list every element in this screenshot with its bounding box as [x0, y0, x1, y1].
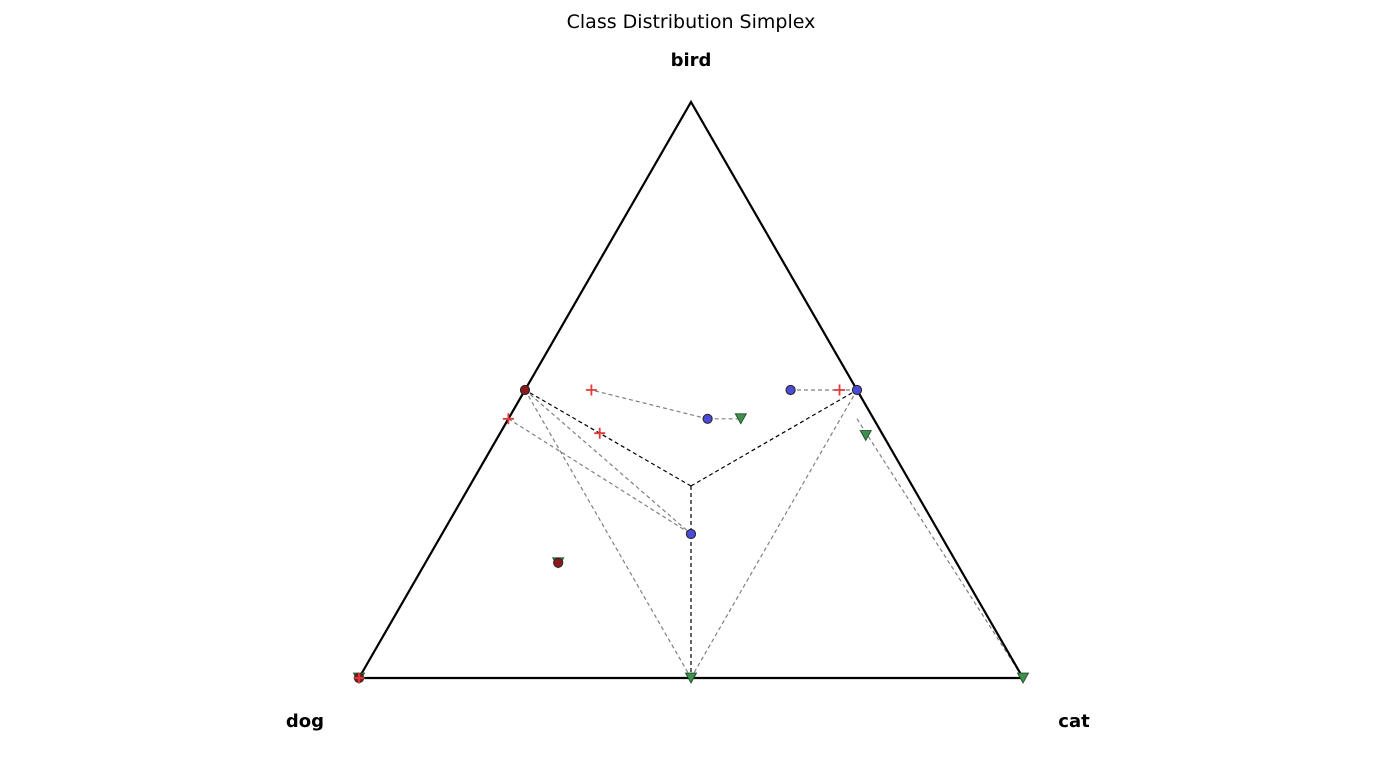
- circle-marker: [851, 384, 863, 396]
- connector-lines: [508, 389, 1024, 679]
- plus-marker: [502, 413, 514, 425]
- connector-line: [524, 389, 692, 679]
- triangle-marker: [1016, 672, 1030, 684]
- circle-marker: [685, 528, 697, 540]
- data-points: [352, 384, 1030, 684]
- vertex-label-dog: dog: [286, 711, 324, 732]
- connector-line: [690, 389, 858, 679]
- chart-title: Class Distribution Simplex: [567, 11, 816, 33]
- circle-marker: [785, 384, 796, 396]
- plus-marker: [834, 384, 846, 396]
- triangle-marker: [684, 672, 698, 684]
- boundary-line: [524, 389, 692, 487]
- triangle-marker: [734, 413, 748, 425]
- connector-line: [856, 418, 1024, 679]
- connector-line: [591, 389, 708, 420]
- plus-marker: [594, 427, 606, 439]
- circle-marker: [702, 413, 713, 424]
- vertex-label-cat: cat: [1058, 711, 1090, 732]
- circle-marker: [553, 557, 564, 568]
- decision-boundaries: [524, 389, 858, 678]
- vertex-label-bird: bird: [671, 50, 712, 71]
- plus-marker: [353, 672, 365, 684]
- circle-marker: [519, 384, 531, 396]
- connector-line: [524, 389, 692, 535]
- triangle-marker: [859, 430, 873, 442]
- connector-line: [508, 418, 692, 535]
- boundary-line: [690, 389, 858, 487]
- plus-marker: [585, 384, 597, 396]
